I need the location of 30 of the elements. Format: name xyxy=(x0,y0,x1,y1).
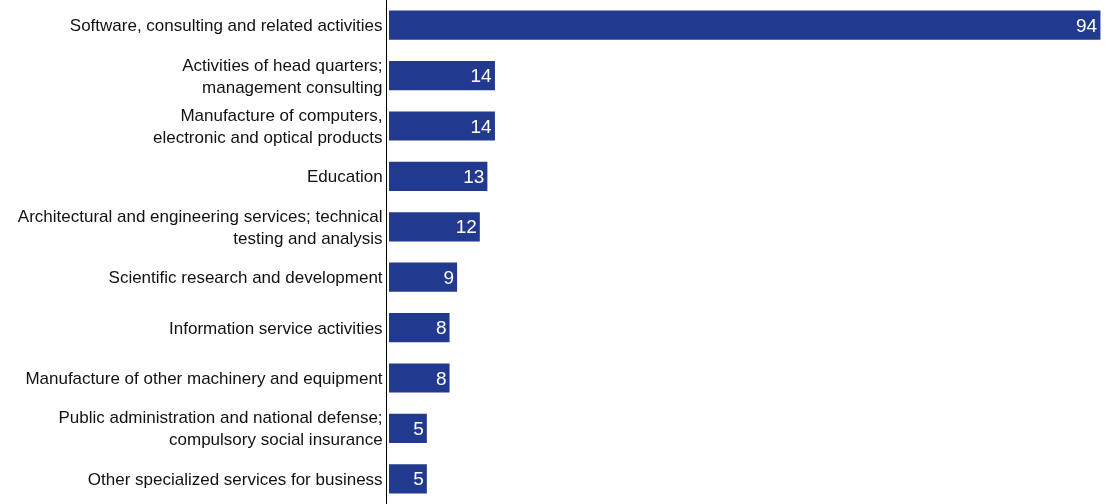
bar xyxy=(389,161,488,192)
data-label: 94 xyxy=(1075,14,1098,36)
data-label: 13 xyxy=(463,165,485,187)
bar xyxy=(389,60,495,91)
y-tick-label: Information service activities xyxy=(169,318,383,338)
data-label: 12 xyxy=(455,216,477,238)
data-label: 8 xyxy=(435,317,447,339)
y-tick-label: Software, consulting and related activities xyxy=(69,16,383,36)
bar xyxy=(389,312,450,343)
data-label: 5 xyxy=(413,417,424,439)
data-label: 8 xyxy=(435,367,447,389)
data-label: 14 xyxy=(470,115,492,137)
y-tick-label: Architectural and engineering services; technical testing and analysis xyxy=(17,206,383,248)
y-tick-label: Activities of head quarters; management consulting xyxy=(182,55,383,97)
bar xyxy=(389,111,495,141)
bar xyxy=(389,413,427,444)
bar xyxy=(389,262,458,292)
y-tick-label: Other specialized services for business xyxy=(87,469,383,489)
y-tick-label: Manufacture of computers, electronic and optical products xyxy=(152,105,383,147)
bar xyxy=(389,464,427,494)
y-tick-label: Public administration and national defense; compulsory social insurance xyxy=(58,408,383,450)
bar xyxy=(389,10,1101,40)
bar xyxy=(389,212,480,242)
bar xyxy=(389,363,450,393)
y-tick-label: Scientific research and development xyxy=(108,268,383,288)
y-tick-label: Education xyxy=(306,167,383,187)
data-label: 9 xyxy=(443,266,455,288)
y-tick-label: Manufacture of other machinery and equipment xyxy=(25,368,383,388)
data-label: 5 xyxy=(413,468,424,490)
data-label: 14 xyxy=(470,65,492,87)
